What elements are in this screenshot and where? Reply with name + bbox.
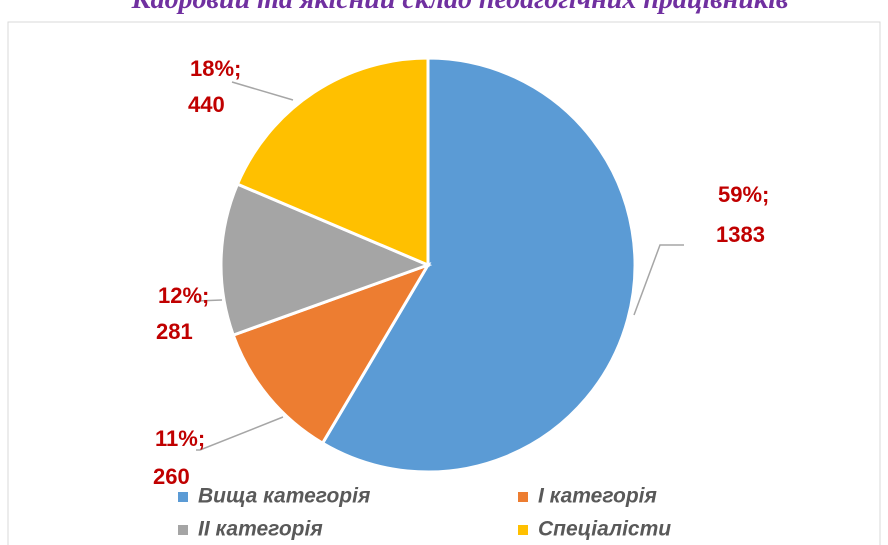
legend-marker — [518, 525, 528, 535]
data-label: 11%; — [155, 426, 205, 451]
data-label: 281 — [156, 319, 193, 344]
leader-line — [633, 244, 684, 316]
data-label: 1383 — [716, 222, 765, 247]
legend-marker — [178, 492, 188, 502]
pie-slice — [231, 262, 432, 446]
pie-slice — [235, 56, 430, 268]
data-label: 59%; — [718, 182, 769, 207]
data-label: 260 — [153, 464, 190, 489]
legend-label: Вища категорія — [198, 485, 370, 508]
legend-marker — [178, 525, 188, 535]
chart-title: Кадровий та якісний склад педагогічних п… — [131, 0, 789, 15]
legend-label: І категорія — [538, 485, 657, 508]
pie-slice — [320, 56, 637, 474]
leader-line — [196, 416, 284, 451]
leader-line — [231, 81, 294, 101]
data-label: 440 — [188, 92, 225, 117]
legend-label: Спеціалісти — [538, 518, 671, 541]
data-label: 12%; — [158, 283, 209, 308]
legend-marker — [518, 492, 528, 502]
legend-label: ІІ категорія — [198, 518, 323, 541]
data-label: 18%; — [190, 56, 241, 81]
leader-line — [195, 299, 223, 302]
pie-slice — [219, 182, 433, 338]
